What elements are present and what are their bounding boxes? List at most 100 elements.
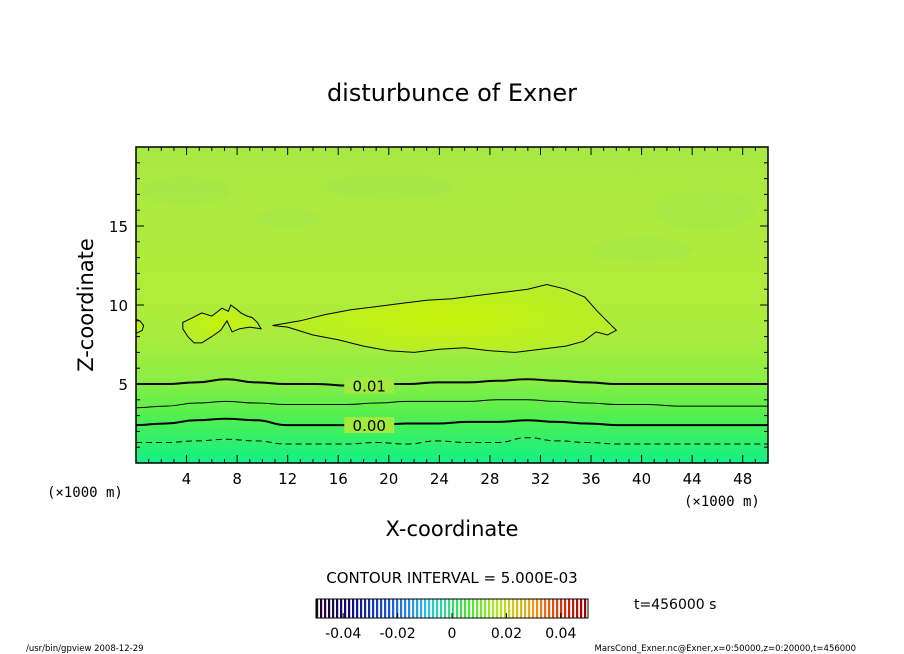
- contour-line: [135, 399, 768, 409]
- colorbar-stripe: [316, 599, 319, 618]
- contour-line: [135, 417, 768, 427]
- colorbar-stripe: [532, 599, 535, 618]
- colorbar-stripe: [548, 599, 551, 618]
- field-patch: [142, 177, 231, 206]
- colorbar-stripe: [504, 599, 507, 618]
- x-tick-label: 48: [733, 470, 752, 488]
- chart-title: disturbunce of Exner: [327, 79, 577, 107]
- colorbar-stripe: [416, 599, 419, 618]
- colorbar-stripe: [572, 599, 575, 618]
- colorbar-stripe: [580, 599, 583, 618]
- closed-contour: [272, 283, 618, 353]
- colorbar-stripe: [332, 599, 335, 618]
- colorbar: -0.04 -0.02 0 0.02 0.04: [315, 598, 589, 642]
- colorbar-stripe: [388, 599, 391, 618]
- x-tick-label: 44: [683, 470, 702, 488]
- colorbar-tick-label: -0.02: [379, 626, 415, 642]
- colorbar-stripe: [412, 599, 415, 618]
- colorbar-stripe: [420, 599, 423, 618]
- colorbar-stripe: [484, 599, 487, 618]
- colorbar-stripe: [528, 599, 531, 618]
- x-unit-label-right: (×1000 m): [684, 494, 760, 510]
- colorbar-stripe: [516, 599, 519, 618]
- colorbar-stripe: [492, 599, 495, 618]
- contour-label: 0.01: [353, 378, 386, 396]
- contour-fill: [182, 305, 262, 343]
- footer-left: /usr/bin/gpview 2008-12-29: [26, 644, 144, 654]
- colorbar-stripe: [424, 599, 427, 618]
- x-tick-label: 40: [632, 470, 651, 488]
- field-patch: [654, 191, 756, 230]
- colorbar-stripe: [360, 599, 363, 618]
- colorbar-stripe: [500, 599, 503, 618]
- x-tick-label: 32: [531, 470, 550, 488]
- colorbar-stripe: [320, 599, 323, 618]
- colorbar-stripe: [428, 599, 431, 618]
- colorbar-stripe: [356, 599, 359, 618]
- colorbar-stripe: [372, 599, 375, 618]
- contour-label: 0.00: [353, 417, 386, 435]
- colorbar-stripe: [576, 599, 579, 618]
- x-tick-label: 20: [379, 470, 398, 488]
- colorbar-stripe: [400, 599, 403, 618]
- colorbar-ticks: -0.04 -0.02 0 0.02 0.04: [325, 613, 576, 642]
- colorbar-stripe: [384, 599, 387, 618]
- contour-interval-text: CONTOUR INTERVAL = 5.000E-03: [326, 569, 577, 587]
- colorbar-tick-label: 0.02: [491, 626, 522, 642]
- colorbar-stripe: [488, 599, 491, 618]
- field-patch: [256, 208, 320, 228]
- colorbar-stripe: [480, 599, 483, 618]
- x-tick-label: 12: [278, 470, 297, 488]
- colorbar-stripe: [352, 599, 355, 618]
- colorbar-stripe: [476, 599, 479, 618]
- contour-line: [135, 378, 768, 387]
- contour-line: [135, 437, 768, 445]
- colorbar-stripe: [508, 599, 511, 618]
- x-axis-label: X-coordinate: [386, 517, 519, 541]
- colorbar-stripe: [512, 599, 515, 618]
- colorbar-stripe: [560, 599, 563, 618]
- colorbar-stripe: [448, 599, 451, 618]
- colorbar-stripe: [584, 599, 587, 618]
- colorbar-stripe: [564, 599, 567, 618]
- colorbar-stripe: [452, 599, 455, 618]
- closed-contour: [182, 304, 263, 344]
- colorbar-stripe: [440, 599, 443, 618]
- contour-label-bg: [344, 417, 395, 434]
- colorbar-tick-label: 0.04: [545, 626, 576, 642]
- time-label: t=456000 s: [634, 597, 716, 613]
- colorbar-stripe: [472, 599, 475, 618]
- x-tick-label: 16: [329, 470, 348, 488]
- colorbar-stripe: [436, 599, 439, 618]
- colorbar-stripe: [464, 599, 467, 618]
- y-tick-label: 10: [109, 297, 128, 315]
- contour-label-bg: [344, 377, 395, 394]
- x-tick-label: 24: [430, 470, 449, 488]
- colorbar-stripe: [364, 599, 367, 618]
- colorbar-stripe: [376, 599, 379, 618]
- field-patches: [136, 173, 756, 353]
- y-axis-label: Z-coordinate: [74, 238, 98, 372]
- x-tick-label: 4: [182, 470, 192, 488]
- colorbar-tick-label: 0: [448, 626, 457, 642]
- x-tick-label: 36: [581, 470, 600, 488]
- colorbar-stripe: [380, 599, 383, 618]
- colorbar-stripe: [468, 599, 471, 618]
- colorbar-stripe: [328, 599, 331, 618]
- colorbar-stripe: [392, 599, 395, 618]
- y-tick-label: 5: [118, 376, 128, 394]
- colorbar-stripe: [368, 599, 371, 618]
- contour-lines: [135, 283, 768, 445]
- contour-fill: [136, 319, 144, 334]
- colorbar-stripe: [536, 599, 539, 618]
- colorbar-stripe: [408, 599, 411, 618]
- colorbar-stripe: [432, 599, 435, 618]
- x-tick-label: 28: [480, 470, 499, 488]
- colorbar-stripe: [344, 599, 347, 618]
- colorbar-stripe: [404, 599, 407, 618]
- colorbar-stripes: [316, 599, 587, 618]
- contour-fill: [272, 284, 617, 353]
- colorbar-stripe: [444, 599, 447, 618]
- colorbar-stripe: [456, 599, 459, 618]
